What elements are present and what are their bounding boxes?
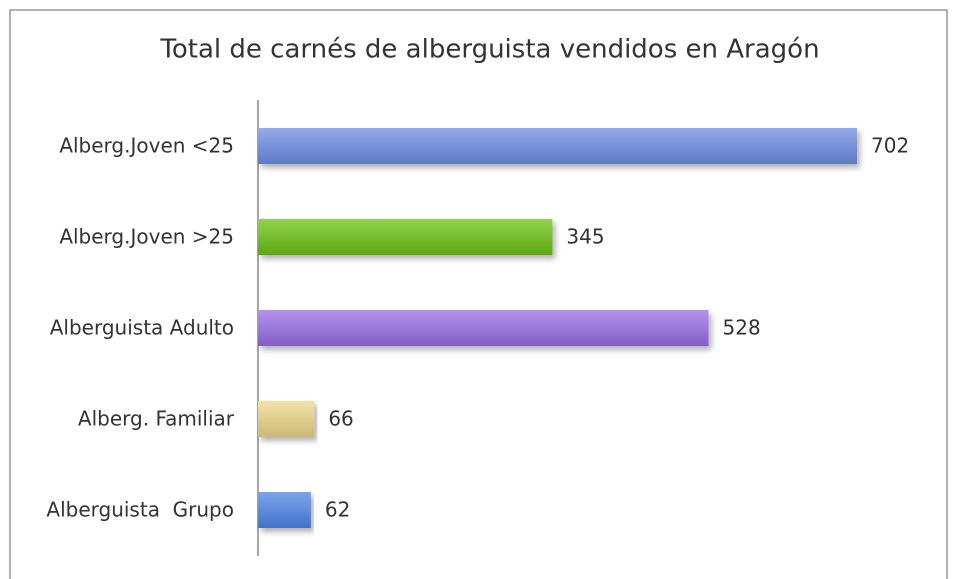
frame bbox=[9, 9, 948, 579]
chart-title: Total de carnés de alberguista vendidos … bbox=[159, 35, 819, 65]
bar bbox=[258, 310, 709, 346]
category-label: Alberg.Joven >25 bbox=[59, 225, 234, 249]
value-label: 702 bbox=[871, 134, 909, 158]
bar bbox=[258, 128, 857, 164]
category-label: Alberg. Familiar bbox=[78, 407, 235, 431]
category-label: Alberg.Joven <25 bbox=[59, 134, 234, 158]
category-label: Alberguista Adulto bbox=[50, 316, 234, 340]
value-label: 66 bbox=[328, 407, 353, 431]
value-label: 62 bbox=[325, 498, 350, 522]
value-label: 528 bbox=[723, 316, 761, 340]
category-label: Alberguista Grupo bbox=[46, 498, 234, 522]
value-label: 345 bbox=[566, 225, 604, 249]
bar bbox=[258, 219, 553, 255]
bar bbox=[258, 492, 311, 528]
bar bbox=[258, 401, 315, 437]
